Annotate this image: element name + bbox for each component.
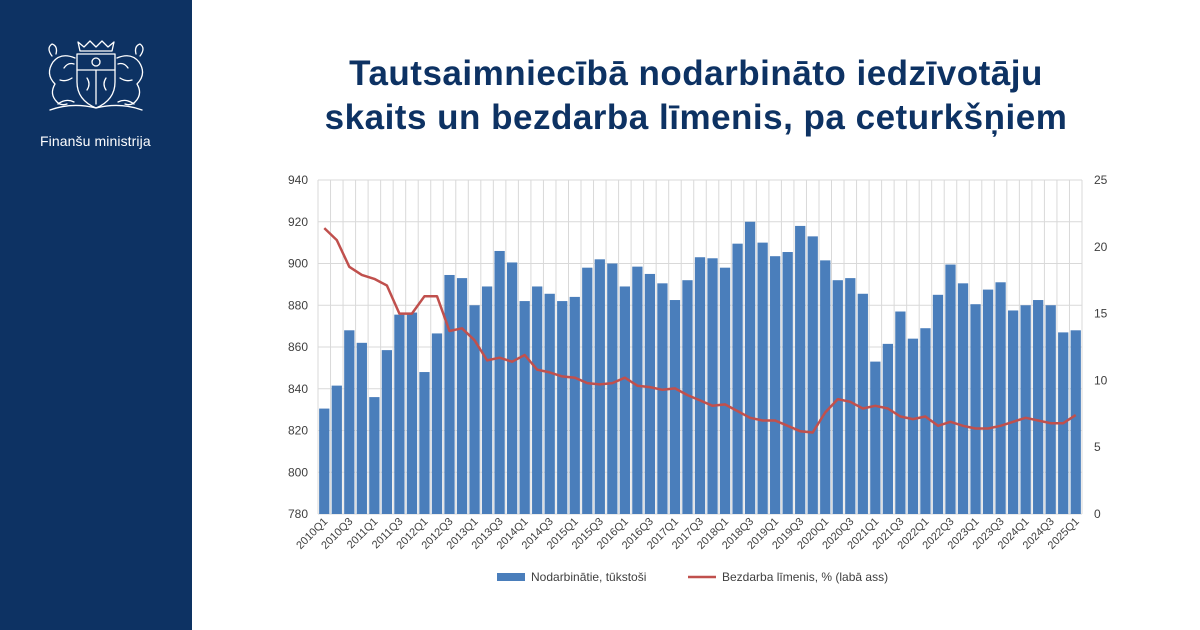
bar-2022Q2 (932, 294, 944, 514)
y-left-tick-label: 900 (288, 257, 308, 271)
bar-2014Q2 (532, 286, 543, 514)
bar-2020Q3 (845, 278, 856, 514)
bar-2019Q1 (770, 256, 781, 514)
bar-2011Q4 (406, 312, 418, 514)
y-left-tick-label: 820 (288, 424, 308, 438)
bar-2016Q3 (644, 273, 656, 514)
bar-2012Q4 (456, 278, 468, 514)
bar-2024Q3 (1045, 305, 1056, 514)
bar-2012Q2 (431, 333, 443, 514)
bar-2022Q3 (945, 264, 956, 514)
bar-2014Q1 (519, 301, 530, 514)
legend-label-bars: Nodarbinātie, tūkstoši (531, 570, 646, 584)
unemployment-line (323, 227, 1077, 434)
bar-2016Q2 (632, 266, 643, 514)
bar-2014Q3 (544, 293, 555, 514)
bar-2023Q4 (1007, 310, 1019, 514)
y-left-tick-label: 940 (288, 173, 308, 187)
bar-2017Q2 (682, 280, 693, 514)
bar-2017Q4 (707, 258, 718, 514)
bar-2020Q1 (820, 260, 831, 514)
y-left-tick-label: 780 (288, 507, 308, 521)
bar-2018Q1 (719, 267, 731, 514)
bar-2021Q1 (870, 361, 881, 514)
bar-2018Q4 (757, 242, 768, 514)
bar-2012Q1 (419, 372, 430, 514)
bar-2022Q1 (920, 328, 931, 514)
bar-2015Q4 (607, 263, 618, 514)
bar-2015Q1 (569, 296, 580, 514)
bar-2019Q4 (807, 236, 818, 515)
bar-2025Q1 (1070, 330, 1081, 514)
y-left-tick-label: 880 (288, 298, 308, 312)
legend-label-line: Bezdarba līmenis, % (labā ass) (722, 570, 888, 584)
bar-2024Q2 (1033, 300, 1044, 514)
y-left-tick-label: 860 (288, 340, 308, 354)
bar-2017Q3 (694, 257, 706, 514)
title-line-1: Tautsaimniecībā nodarbināto iedzīvotāju (349, 54, 1043, 93)
bar-2021Q3 (895, 311, 906, 514)
bar-2019Q2 (782, 252, 793, 515)
sidebar: Finanšu ministrija (0, 0, 192, 630)
page-title: Tautsaimniecībā nodarbināto iedzīvotāju … (192, 52, 1200, 140)
bar-2010Q4 (356, 342, 367, 514)
bar-2023Q1 (970, 304, 981, 514)
bar-2016Q4 (657, 283, 668, 514)
bar-2021Q2 (882, 343, 894, 514)
bar-2018Q3 (744, 221, 756, 514)
y-left-tick-label: 800 (288, 465, 308, 479)
bar-2015Q3 (594, 259, 605, 514)
y-right-tick-label: 20 (1094, 240, 1108, 254)
y-right-tick-label: 5 (1094, 440, 1101, 454)
bar-2012Q3 (444, 274, 455, 514)
bar-2021Q4 (907, 338, 919, 514)
bar-2015Q2 (582, 267, 593, 514)
y-right-tick-label: 0 (1094, 507, 1101, 521)
y-left-tick-label: 920 (288, 215, 308, 229)
bar-2010Q2 (331, 385, 342, 514)
y-right-tick-label: 15 (1094, 307, 1108, 321)
bar-2011Q1 (369, 397, 380, 514)
bar-2022Q4 (957, 283, 969, 514)
bar-2010Q3 (344, 330, 355, 514)
bar-2014Q4 (557, 301, 568, 514)
bar-2020Q4 (857, 293, 868, 514)
bar-2019Q3 (795, 225, 806, 515)
bar-2013Q2 (481, 286, 493, 514)
y-right-tick-label: 10 (1094, 373, 1108, 387)
bar-2011Q3 (394, 314, 405, 514)
legend-swatch-bars (497, 573, 525, 581)
y-left-tick-label: 840 (288, 382, 308, 396)
bar-2023Q3 (995, 282, 1006, 514)
bar-2016Q1 (619, 286, 630, 514)
bar-2023Q2 (982, 289, 994, 514)
bar-2011Q2 (381, 350, 393, 514)
ministry-name: Finanšu ministrija (40, 133, 151, 149)
bar-2017Q1 (669, 300, 681, 514)
latvia-coat-of-arms-icon (48, 40, 144, 111)
bar-2010Q1 (319, 408, 330, 514)
bar-2024Q1 (1020, 305, 1031, 514)
title-line-2: skaits un bezdarba līmenis, pa ceturkšņi… (324, 98, 1068, 137)
bar-2020Q2 (832, 280, 843, 514)
bar-2013Q4 (506, 262, 518, 514)
y-right-tick-label: 25 (1094, 173, 1108, 187)
bar-2018Q2 (732, 243, 743, 514)
bar-2013Q3 (494, 250, 505, 514)
bar-2013Q1 (469, 305, 480, 514)
